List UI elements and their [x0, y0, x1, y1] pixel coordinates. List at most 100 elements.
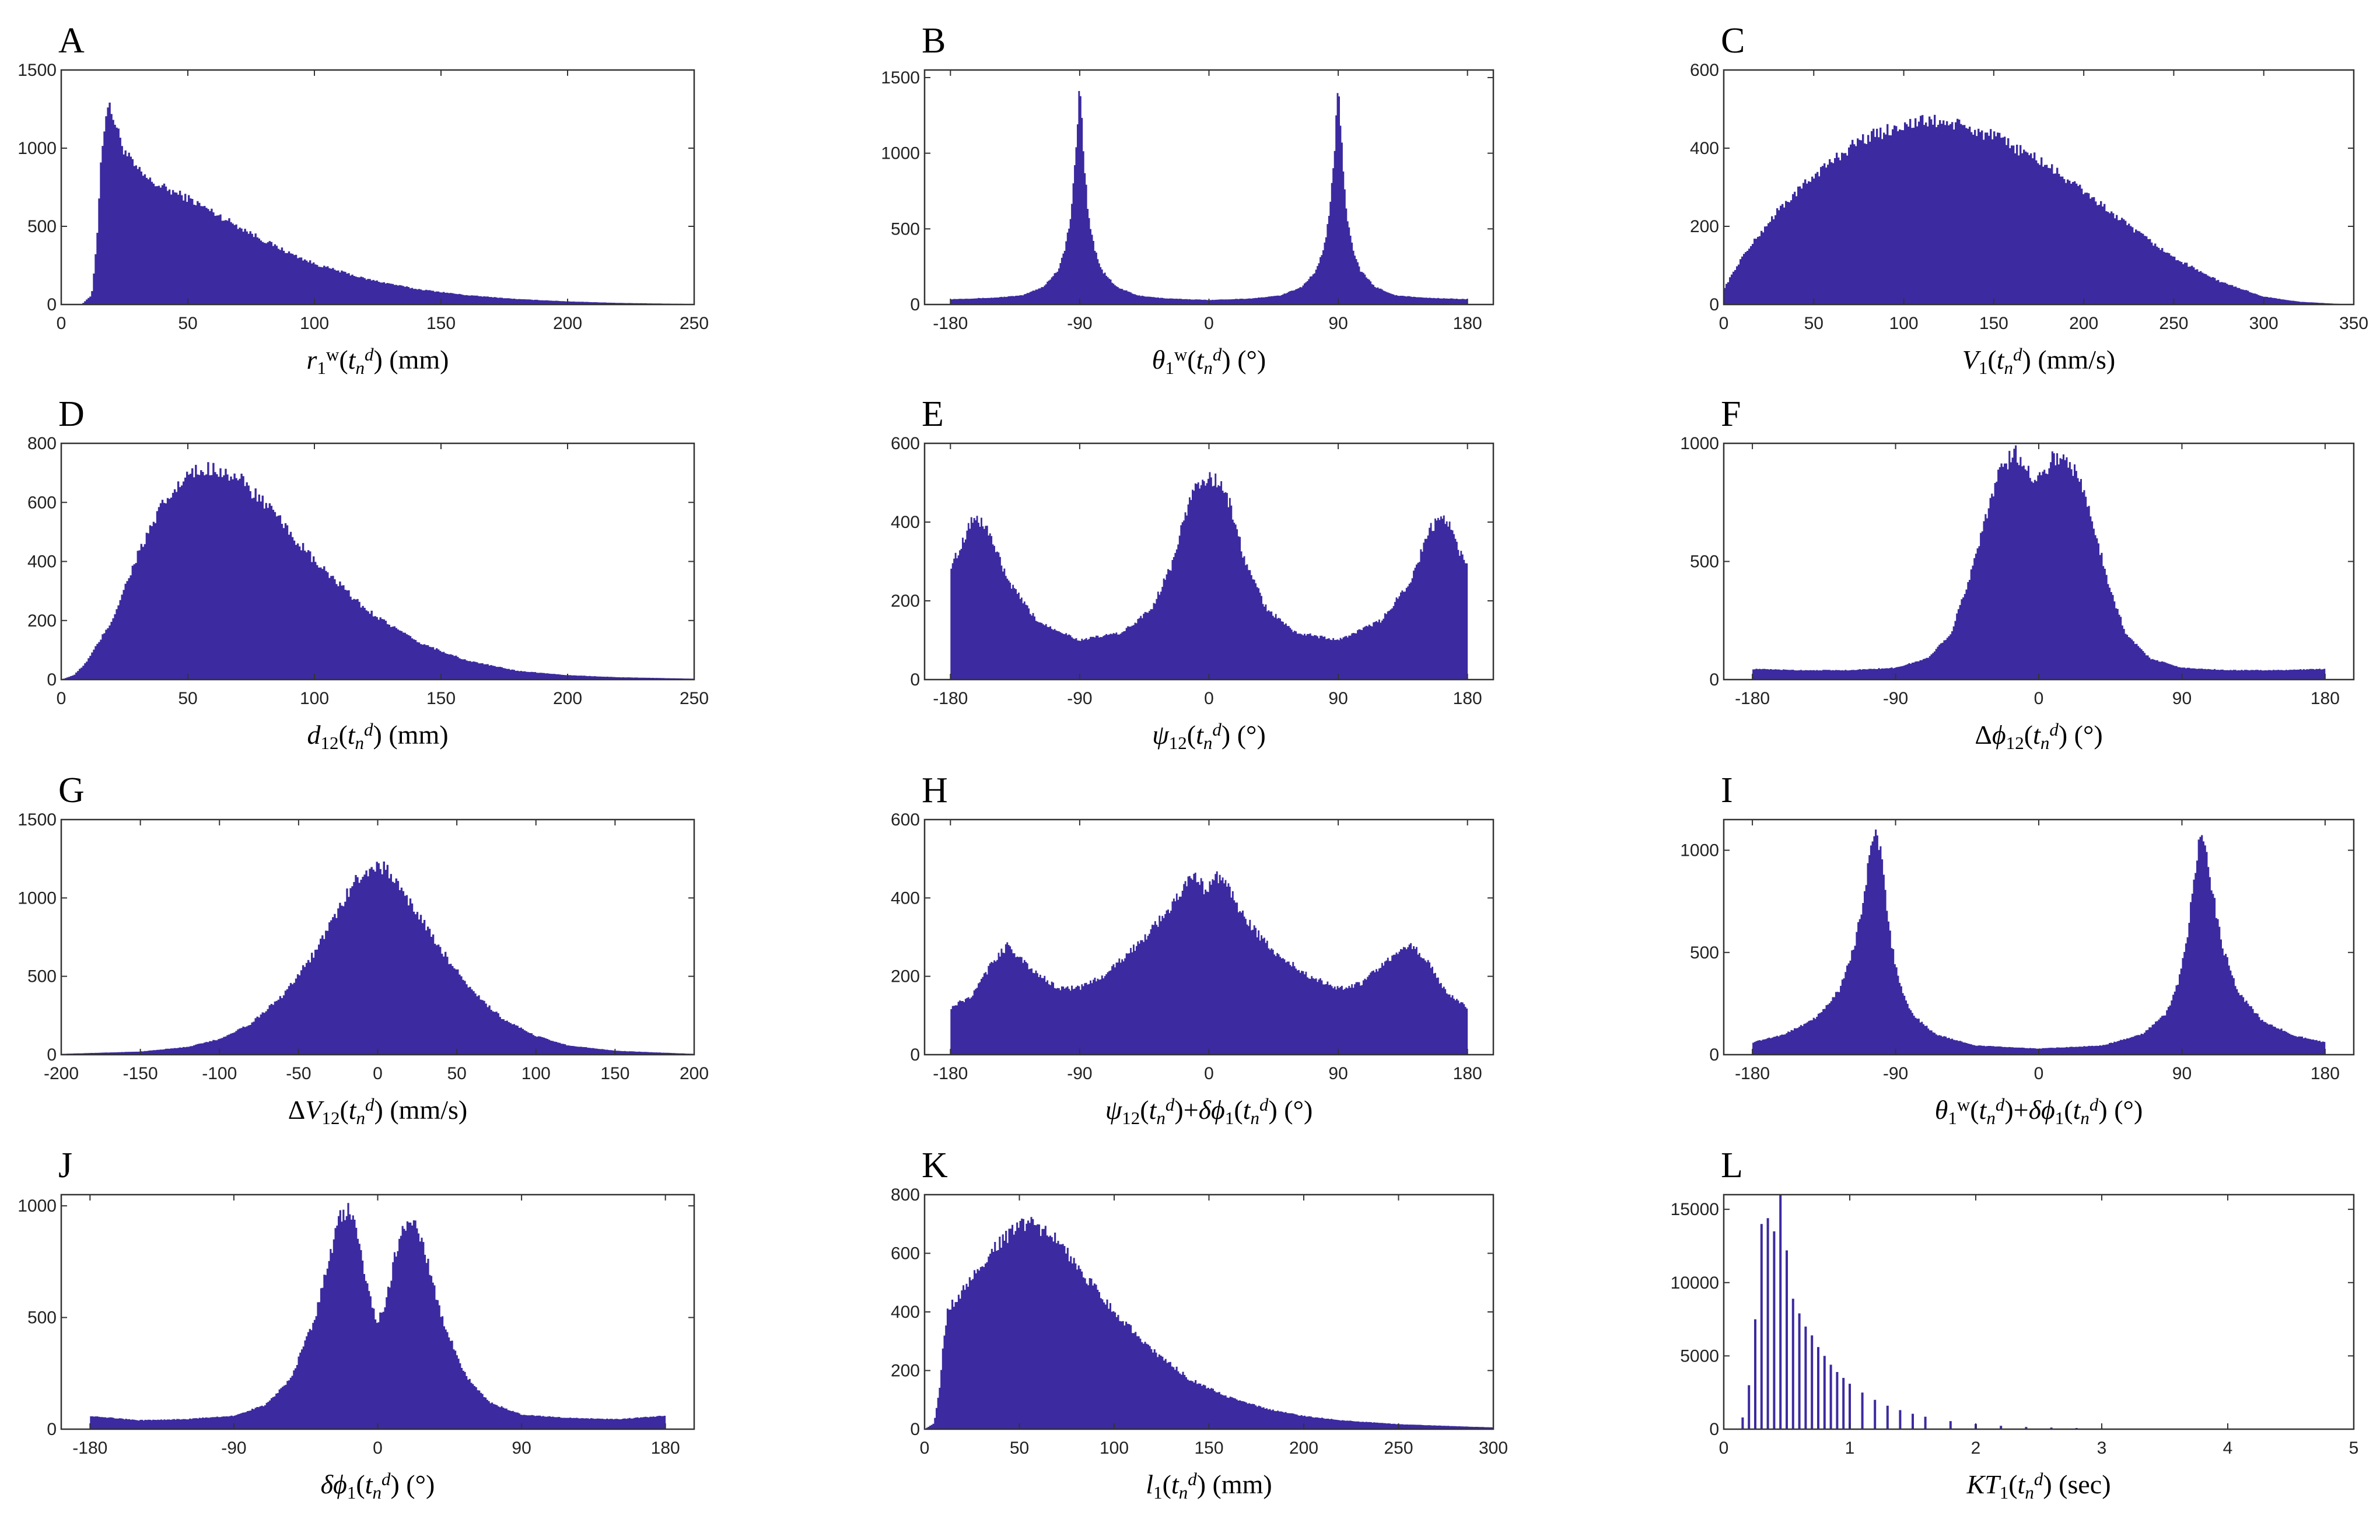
- x-axis-label-part: (: [1187, 345, 1196, 374]
- x-tick-label: -180: [933, 689, 968, 708]
- x-axis-label-part: t: [1979, 1095, 1987, 1125]
- x-tick-label: -50: [286, 1064, 311, 1083]
- panel-letter-d: D: [58, 394, 85, 434]
- x-tick-label: 5: [2349, 1438, 2359, 1458]
- x-tick-label: -200: [44, 1064, 79, 1083]
- x-axis-label-part: (: [1234, 1095, 1242, 1125]
- x-axis-label-part: (: [1987, 345, 1996, 374]
- x-tick-label: 200: [1289, 1438, 1318, 1458]
- histogram-bars: [925, 1217, 1494, 1429]
- x-axis-label-part: t: [349, 1095, 357, 1125]
- x-axis-label-part: n: [2041, 733, 2050, 753]
- y-tick-label: 200: [27, 611, 57, 631]
- y-tick-label: 400: [891, 1303, 920, 1322]
- x-tick-label: -180: [933, 1064, 968, 1083]
- y-tick-label: 600: [27, 493, 57, 512]
- y-tick-label: 600: [891, 1244, 920, 1264]
- x-tick-label: 180: [1453, 689, 1482, 708]
- x-axis-label-part: δϕ: [1199, 1095, 1225, 1125]
- x-tick-label: -90: [1883, 689, 1908, 708]
- x-tick-label: 100: [300, 689, 329, 708]
- x-axis-label-part: )+: [1174, 1095, 1198, 1125]
- x-axis-label-part: n: [2025, 1482, 2034, 1503]
- x-tick-label: 180: [651, 1438, 680, 1458]
- x-axis-label-part: d: [2049, 719, 2059, 740]
- x-tick-label: -90: [1067, 1064, 1092, 1083]
- y-tick-label: 800: [891, 1185, 920, 1205]
- y-tick-label: 400: [891, 513, 920, 532]
- x-axis-label-part: d: [382, 1469, 391, 1489]
- x-axis-label-part: d: [1213, 344, 1222, 365]
- x-axis-label-part: t: [1149, 1095, 1157, 1125]
- y-tick-label: 200: [891, 592, 920, 611]
- x-axis-label-part: ) (mm): [1197, 1469, 1272, 1499]
- x-axis-label-part: δϕ: [321, 1469, 347, 1499]
- x-tick-label: 300: [1479, 1438, 1508, 1458]
- x-axis-label: ΔV12(tnd) (mm/s): [288, 1094, 468, 1128]
- x-axis-label-part: d: [365, 344, 374, 365]
- panel-letter-b: B: [922, 21, 946, 61]
- x-tick-label: -180: [933, 314, 968, 333]
- x-axis-label-part: d: [1259, 1094, 1269, 1115]
- x-axis-label-part: )+: [2004, 1095, 2028, 1125]
- x-axis-label-part: (: [2008, 1469, 2017, 1499]
- x-tick-label: 350: [2339, 314, 2368, 333]
- x-tick-label: -90: [221, 1438, 246, 1458]
- x-tick-label: 0: [1719, 314, 1729, 333]
- bar: [1724, 114, 2354, 304]
- x-tick-label: 200: [2069, 314, 2098, 333]
- x-axis-label-part: t: [2073, 1095, 2081, 1125]
- x-axis-label-part: 1: [317, 358, 326, 378]
- x-axis-label: θ1w(tnd)+δϕ1(tnd) (°): [1935, 1094, 2143, 1128]
- x-axis-label-part: t: [348, 345, 356, 374]
- x-axis-label: δϕ1(tnd) (°): [321, 1469, 435, 1503]
- x-tick-label: 0: [1204, 689, 1214, 708]
- y-tick-label: 1000: [18, 139, 57, 158]
- x-tick-label: 150: [600, 1064, 629, 1083]
- x-axis-label-part: δϕ: [2029, 1095, 2055, 1125]
- y-tick-label: 0: [47, 1045, 57, 1065]
- x-tick-label: 250: [680, 689, 709, 708]
- y-tick-label: 400: [27, 552, 57, 572]
- bar: [950, 472, 1468, 680]
- x-axis-label-part: ) (°): [1222, 720, 1266, 750]
- panel-a: A 0 50 100 150 200 250 0 500 1000 1500 r1w(tnd) (mm…: [18, 21, 709, 378]
- x-tick-label: -90: [1883, 1064, 1908, 1083]
- x-axis-label-part: ) (mm/s): [2022, 345, 2116, 374]
- x-axis-label-part: d: [1188, 1469, 1197, 1489]
- x-axis-label-part: n: [1203, 358, 1213, 378]
- y-tick-label: 500: [27, 217, 57, 236]
- y-tick-label: 1000: [18, 888, 57, 908]
- x-axis-label: θ1w(tnd) (°): [1152, 344, 1266, 378]
- x-tick-label: 90: [2172, 1064, 2192, 1083]
- x-axis-label-part: 1: [1165, 358, 1174, 378]
- x-axis-label-part: n: [1986, 1108, 1996, 1128]
- x-axis-label-part: r: [307, 345, 318, 374]
- panel-c: C 0 50 100 150 200 250 300 350 0 200 400 600 V1(tnd) …: [1690, 21, 2368, 378]
- panel-letter-l: L: [1721, 1146, 1743, 1185]
- x-axis-label-part: t: [1196, 720, 1204, 750]
- x-axis-label-part: n: [2080, 1108, 2090, 1128]
- histogram-bars: [61, 102, 695, 304]
- panel-j: J -180 -90 0 90 180 0 500 1000 δϕ1(tnd) (°): [18, 1146, 695, 1503]
- y-tick-label: 800: [27, 434, 57, 453]
- x-axis-label: ψ12(tnd) (°): [1152, 719, 1266, 753]
- x-tick-label: -90: [1067, 314, 1092, 333]
- x-axis-label-part: n: [372, 1482, 382, 1503]
- x-tick-label: -150: [123, 1064, 158, 1083]
- x-axis-label-part: ) (°): [390, 1469, 435, 1499]
- x-axis-label-part: t: [2033, 720, 2041, 750]
- histogram-bars: [61, 861, 695, 1055]
- panel-letter-g: G: [58, 771, 85, 810]
- histogram-bars: [1741, 1195, 2355, 1429]
- x-tick-label: 150: [426, 689, 456, 708]
- y-tick-label: 500: [1690, 943, 1719, 963]
- x-tick-label: 200: [553, 314, 582, 333]
- x-axis-label-part: t: [365, 1469, 373, 1499]
- x-axis-label-part: 12: [320, 733, 338, 753]
- x-axis-label: ψ12(tnd)+δϕ1(tnd) (°): [1105, 1094, 1313, 1128]
- x-axis-label-part: V: [1962, 345, 1982, 374]
- x-axis-label-part: ) (°): [1222, 345, 1266, 374]
- histogram-bars: [1752, 445, 2326, 680]
